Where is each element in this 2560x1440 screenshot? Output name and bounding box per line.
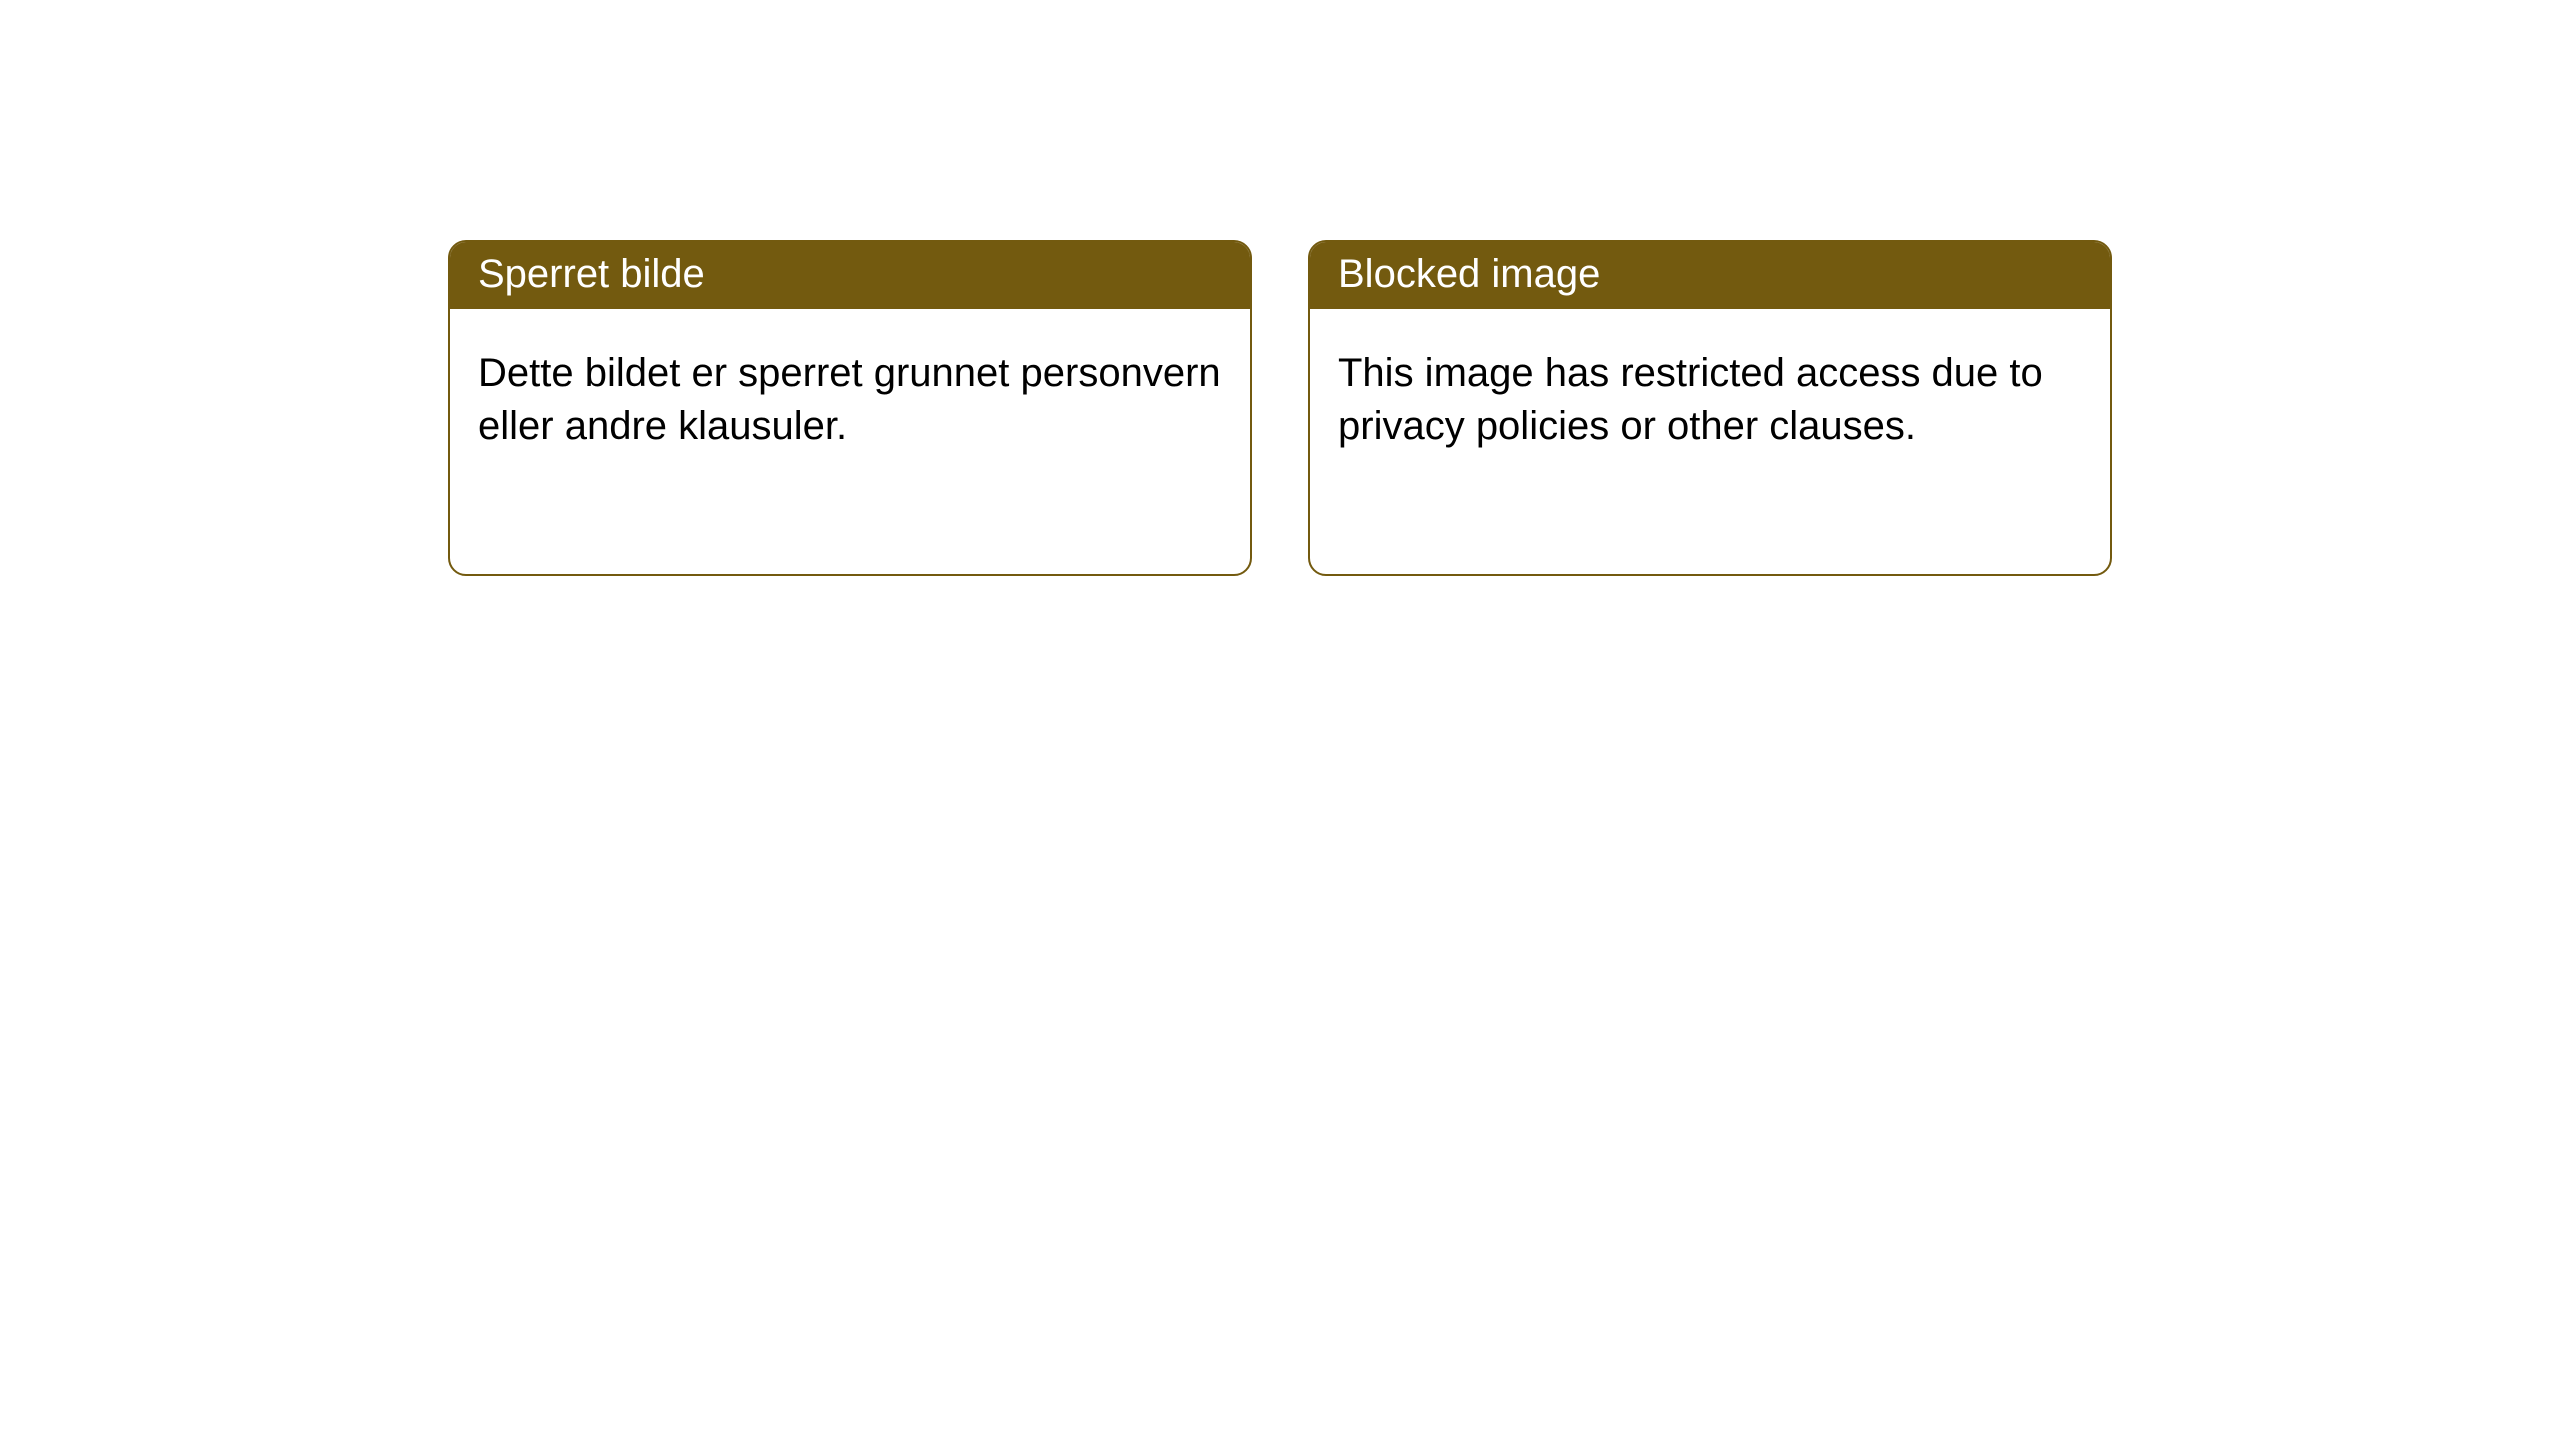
notice-card-title: Sperret bilde bbox=[478, 252, 705, 296]
notice-card-title: Blocked image bbox=[1338, 252, 1600, 296]
notice-card-text: This image has restricted access due to … bbox=[1338, 351, 2043, 448]
notice-container: Sperret bilde Dette bildet er sperret gr… bbox=[0, 0, 2560, 576]
notice-card-english: Blocked image This image has restricted … bbox=[1308, 240, 2112, 576]
notice-card-body: This image has restricted access due to … bbox=[1310, 309, 2110, 574]
notice-card-header: Blocked image bbox=[1310, 242, 2110, 309]
notice-card-norwegian: Sperret bilde Dette bildet er sperret gr… bbox=[448, 240, 1252, 576]
notice-card-header: Sperret bilde bbox=[450, 242, 1250, 309]
notice-card-text: Dette bildet er sperret grunnet personve… bbox=[478, 351, 1221, 448]
notice-card-body: Dette bildet er sperret grunnet personve… bbox=[450, 309, 1250, 574]
